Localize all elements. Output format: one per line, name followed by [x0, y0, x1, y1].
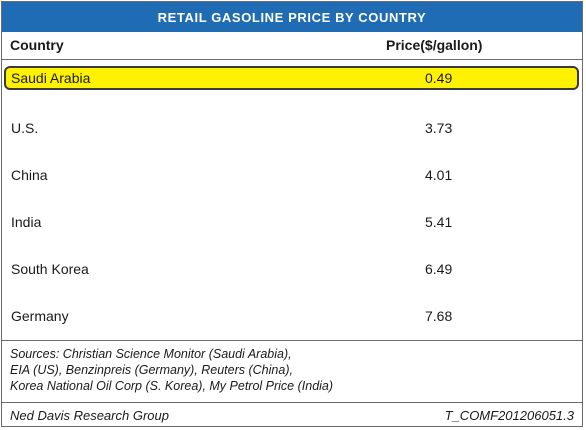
table-title: RETAIL GASOLINE PRICE BY COUNTRY — [2, 2, 582, 32]
row-price: 6.49 — [425, 261, 453, 277]
sources-note: Sources: Christian Science Monitor (Saud… — [2, 340, 582, 403]
sources-line: Korea National Oil Corp (S. Korea), My P… — [10, 379, 334, 393]
table-row: U.S. 3.73 — [2, 116, 582, 142]
row-country: India — [11, 214, 42, 230]
row-price: 7.68 — [425, 308, 453, 324]
row-country: China — [11, 167, 48, 183]
footer-credit: Ned Davis Research Group — [10, 408, 169, 423]
table-header: Country Price($/gallon) — [2, 32, 582, 60]
table-row: Saudi Arabia 0.49 — [2, 66, 582, 92]
table-row: China 4.01 — [2, 163, 582, 189]
row-price: 4.01 — [425, 167, 453, 183]
row-price: 0.49 — [425, 70, 453, 86]
table-row: Germany 7.68 — [2, 304, 582, 330]
row-country: South Korea — [11, 261, 89, 277]
row-country: Saudi Arabia — [11, 70, 91, 86]
row-country: U.S. — [11, 120, 39, 136]
highlight-box — [4, 66, 579, 90]
footer: Ned Davis Research Group T_COMF201206051… — [2, 403, 582, 428]
row-price: 5.41 — [425, 214, 453, 230]
row-country: Germany — [11, 308, 69, 324]
sources-line: EIA (US), Benzinpreis (Germany), Reuters… — [10, 363, 293, 377]
sources-line: Sources: Christian Science Monitor (Saud… — [10, 347, 292, 361]
table-row: South Korea 6.49 — [2, 257, 582, 283]
row-price: 3.73 — [425, 120, 453, 136]
table-row: India 5.41 — [2, 210, 582, 236]
column-header-country: Country — [10, 37, 64, 53]
footer-code: T_COMF201206051.3 — [444, 408, 574, 423]
column-header-price: Price($/gallon) — [386, 37, 483, 53]
